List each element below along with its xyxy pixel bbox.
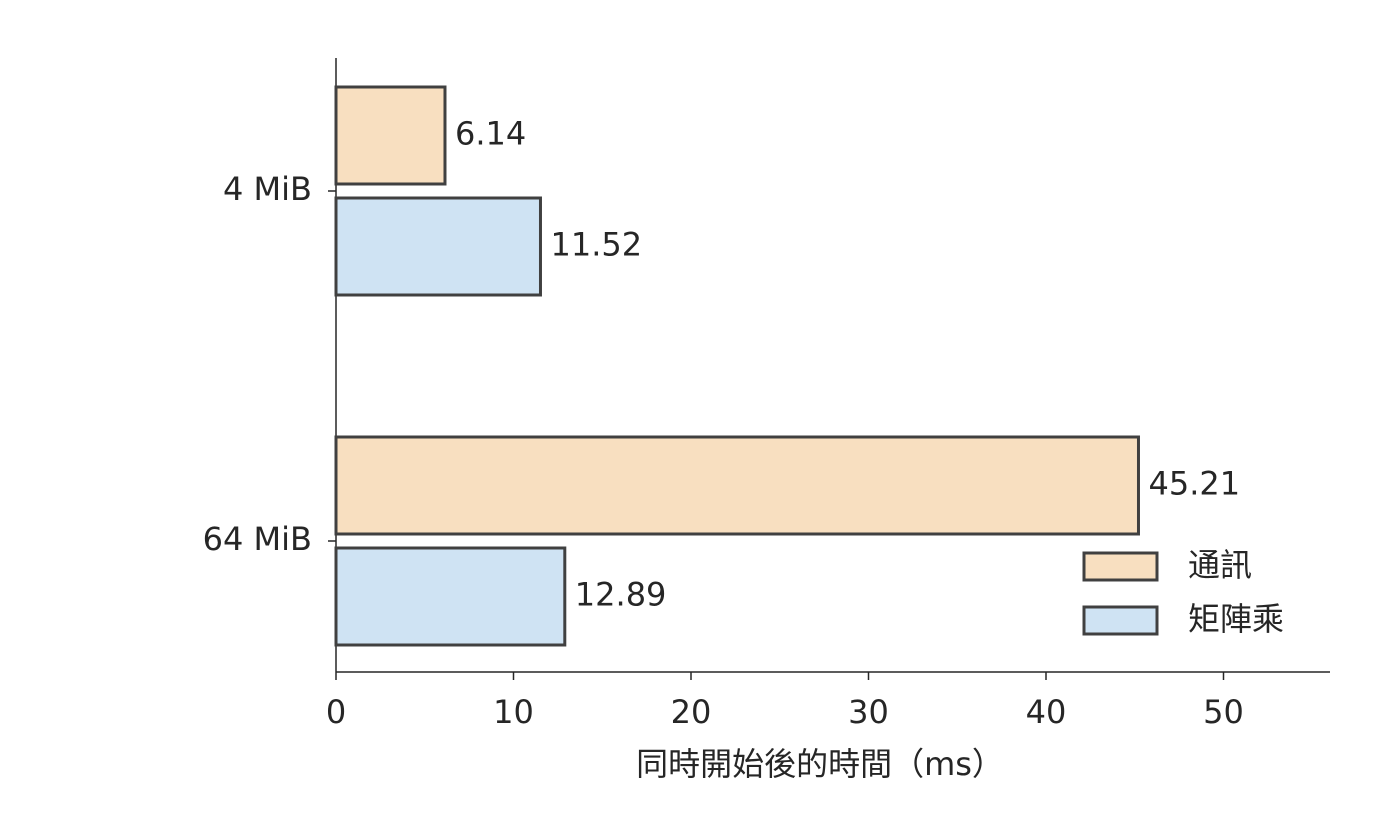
bar [334, 546, 567, 647]
legend-label: 通訊 [1188, 546, 1252, 584]
x-axis-label: 同時開始後的時間（ms） [636, 745, 1004, 783]
y-tick-label: 64 MiB [203, 520, 312, 558]
x-tick-label: 20 [671, 693, 712, 731]
bar [334, 196, 542, 297]
bar [334, 435, 1140, 536]
data-label: 12.89 [575, 576, 667, 614]
x-tick-label: 50 [1203, 693, 1244, 731]
x-tick-label: 40 [1026, 693, 1067, 731]
legend-label: 矩陣乘 [1188, 600, 1284, 638]
legend-swatch [1082, 551, 1159, 582]
bar [334, 85, 447, 186]
x-tick-label: 10 [493, 693, 534, 731]
legend-swatch [1082, 605, 1159, 636]
data-label: 45.21 [1148, 465, 1240, 503]
x-tick-label: 0 [326, 693, 346, 731]
data-label: 6.14 [455, 115, 526, 153]
y-tick-label: 4 MiB [223, 170, 312, 208]
data-label: 11.52 [550, 226, 642, 264]
x-tick-label: 30 [848, 693, 889, 731]
